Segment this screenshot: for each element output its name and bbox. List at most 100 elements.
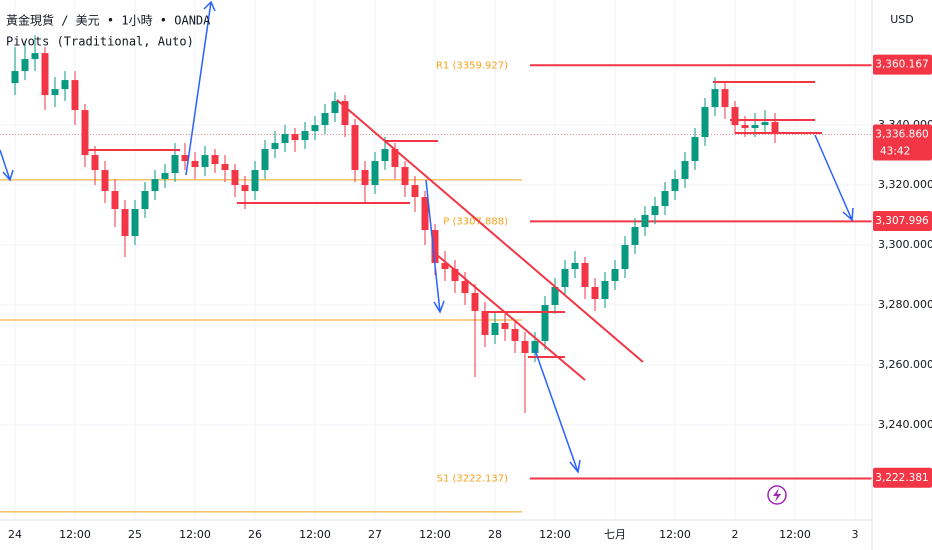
price-tag-label: 3,360.167 bbox=[875, 59, 928, 71]
trendline bbox=[436, 254, 586, 381]
candle-body bbox=[501, 322, 509, 329]
candle-body bbox=[271, 143, 279, 150]
x-tick-label: 七月 bbox=[604, 528, 626, 541]
candle-body bbox=[71, 80, 79, 111]
candle-body bbox=[751, 125, 759, 129]
candle-body bbox=[641, 215, 649, 228]
x-tick-label: 12:00 bbox=[299, 528, 331, 541]
price-tag bbox=[873, 124, 932, 161]
candle-body bbox=[351, 125, 359, 171]
candle-body bbox=[311, 125, 319, 132]
candle-body bbox=[211, 155, 219, 165]
arrow bbox=[0, 149, 14, 182]
candle-body bbox=[691, 137, 699, 162]
candle-body bbox=[651, 206, 659, 216]
countdown: 43:42 bbox=[880, 145, 910, 157]
candle-body bbox=[141, 191, 149, 210]
candle-body bbox=[201, 155, 209, 168]
candle-body bbox=[281, 134, 289, 144]
arrow bbox=[185, 0, 216, 176]
x-tick-label: 12:00 bbox=[539, 528, 571, 541]
candle-body bbox=[591, 286, 599, 299]
x-tick-label: 24 bbox=[8, 528, 22, 541]
x-tick-label: 25 bbox=[128, 528, 142, 541]
arrow bbox=[814, 134, 854, 222]
axis: 3,240.000 3,260.000 3,280.000 3,300.000 3,32… bbox=[8, 54, 932, 541]
alert-icon[interactable] bbox=[767, 485, 787, 505]
candle-body bbox=[531, 340, 539, 353]
candle-body bbox=[241, 185, 249, 192]
candle-body bbox=[461, 280, 469, 293]
candle-body bbox=[421, 197, 429, 231]
candle-body bbox=[381, 149, 389, 162]
candle-body bbox=[291, 134, 299, 141]
x-tick-label: 12:00 bbox=[779, 528, 811, 541]
candle-body bbox=[681, 161, 689, 180]
candle-body bbox=[221, 164, 229, 171]
drawings bbox=[0, 0, 854, 474]
candle-body bbox=[671, 179, 679, 192]
candle-body bbox=[521, 340, 529, 353]
candle-body bbox=[701, 107, 709, 138]
pivot-label: P (3307.888) bbox=[443, 216, 508, 227]
candle-body bbox=[401, 167, 409, 186]
candle-body bbox=[491, 322, 499, 335]
candle-body bbox=[661, 191, 669, 207]
x-tick-label: 28 bbox=[488, 528, 502, 541]
candle-body bbox=[511, 328, 519, 341]
price-tag bbox=[873, 211, 932, 232]
candle-body bbox=[721, 89, 729, 108]
candle-body bbox=[111, 191, 119, 210]
candle-body bbox=[151, 179, 159, 192]
x-tick-label: 3 bbox=[852, 528, 859, 541]
candle-body bbox=[621, 245, 629, 269]
arrow bbox=[425, 179, 445, 314]
x-tick-label: 27 bbox=[368, 528, 382, 541]
candle-body bbox=[551, 286, 559, 305]
candle-body bbox=[261, 149, 269, 171]
symbol-title: 黃金現貨 / 美元 • 1小時 • OANDA bbox=[6, 13, 211, 28]
y-tick-label: 3,260.000 bbox=[878, 358, 932, 371]
candle-body bbox=[181, 155, 189, 162]
candle-body bbox=[61, 80, 69, 90]
candle-body bbox=[321, 113, 329, 126]
trendline bbox=[336, 99, 644, 363]
candle-body bbox=[371, 161, 379, 186]
y-tick-label: 3,300.000 bbox=[878, 238, 932, 251]
candle-body bbox=[41, 53, 49, 96]
candle-body bbox=[771, 122, 779, 135]
candle-body bbox=[541, 304, 549, 341]
price-tag-label: 3,336.860 bbox=[875, 128, 928, 140]
currency: USD bbox=[890, 13, 914, 26]
arrow bbox=[534, 349, 581, 474]
candle-body bbox=[131, 209, 139, 237]
candle-body bbox=[331, 101, 339, 114]
candle-body bbox=[31, 53, 39, 60]
candle-body bbox=[341, 101, 349, 126]
candle-body bbox=[431, 230, 439, 263]
x-tick-label: 2 bbox=[732, 528, 739, 541]
candle-body bbox=[121, 209, 129, 237]
candle-body bbox=[481, 310, 489, 335]
candle-body bbox=[761, 122, 769, 126]
candle-body bbox=[441, 262, 449, 269]
candle-body bbox=[471, 292, 479, 311]
candle-body bbox=[451, 268, 459, 281]
candle-body bbox=[741, 125, 749, 129]
candle-body bbox=[581, 262, 589, 287]
candle-body bbox=[561, 268, 569, 287]
candle-body bbox=[711, 89, 719, 108]
price-axis bbox=[872, 0, 932, 550]
indicator-name: Pivots (Traditional, Auto) bbox=[6, 35, 194, 49]
price-tag-label: 3,222.381 bbox=[875, 472, 928, 484]
candles bbox=[11, 35, 779, 413]
x-tick-label: 12:00 bbox=[659, 528, 691, 541]
price-tag bbox=[873, 467, 932, 488]
candle-body bbox=[81, 110, 89, 156]
y-tick-label: 3,240.000 bbox=[878, 418, 932, 431]
candle-body bbox=[91, 155, 99, 171]
x-tick-label: 12:00 bbox=[179, 528, 211, 541]
y-tick-label: 3,280.000 bbox=[878, 298, 932, 311]
candle-body bbox=[231, 170, 239, 186]
